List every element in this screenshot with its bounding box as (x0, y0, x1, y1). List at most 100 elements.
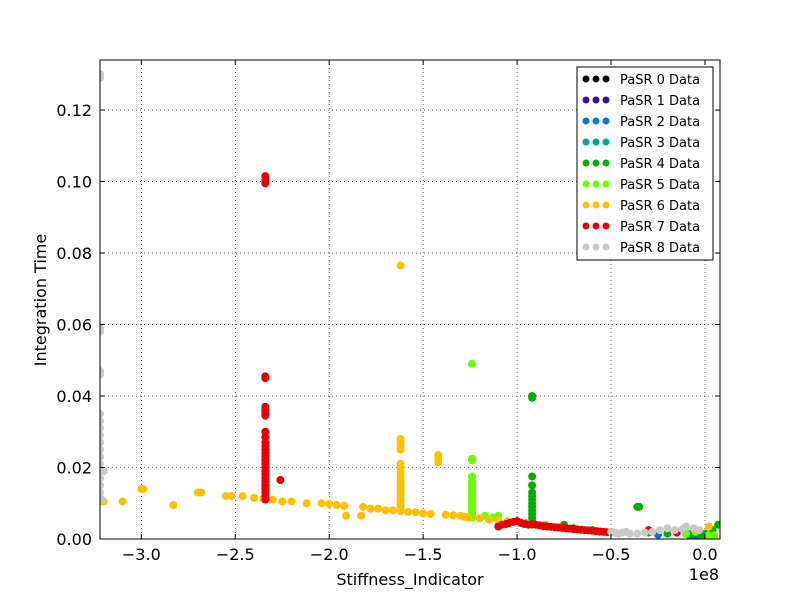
data-point-pasr-8 (100, 488, 104, 497)
data-point-pasr-8 (100, 431, 104, 440)
legend-marker (602, 75, 610, 83)
data-point-pasr-5 (468, 359, 476, 368)
data-point-pasr-8 (655, 526, 664, 535)
data-point-pasr-8 (100, 327, 104, 336)
data-point-pasr-6 (381, 506, 390, 515)
legend-marker (602, 117, 610, 125)
x-tick-label: −1.5 (404, 545, 443, 564)
data-point-pasr-6 (396, 445, 405, 454)
data-points (100, 70, 720, 539)
legend: PaSR 0 Data PaSR 1 Data PaSR 2 Data PaSR 3 … (576, 66, 714, 261)
data-point-pasr-7 (261, 411, 270, 420)
data-point-pasr-6 (396, 507, 405, 516)
data-point-pasr-6 (704, 522, 713, 531)
legend-label: PaSR 8 Data (620, 241, 700, 256)
data-point-pasr-8 (663, 524, 672, 533)
legend-marker (592, 159, 600, 167)
data-point-pasr-6 (484, 515, 493, 524)
data-point-pasr-8 (100, 467, 108, 476)
y-tick-label: 0.08 (56, 244, 92, 263)
legend-box (576, 66, 714, 261)
legend-marker (592, 117, 600, 125)
data-point-pasr-8 (100, 73, 104, 82)
data-point-pasr-6 (139, 484, 148, 493)
legend-marker (582, 222, 590, 230)
data-point-pasr-6 (396, 261, 405, 270)
data-point-pasr-5 (710, 531, 719, 539)
x-tick-label: −1.0 (498, 545, 537, 564)
data-point-pasr-6 (302, 499, 311, 508)
data-point-pasr-6 (268, 495, 277, 504)
data-point-pasr-8 (625, 529, 634, 538)
legend-marker (592, 75, 600, 83)
data-point-pasr-6 (464, 513, 473, 522)
data-point-pasr-7 (261, 179, 270, 188)
x-tick-label: −3.0 (122, 545, 161, 564)
data-point-pasr-8 (648, 527, 657, 536)
data-point-pasr-7 (261, 374, 270, 383)
data-point-pasr-8 (100, 459, 104, 468)
data-point-pasr-6 (404, 507, 413, 516)
y-tick-label: 0.06 (56, 316, 92, 335)
data-point-pasr-8 (695, 526, 704, 535)
data-point-pasr-4 (528, 393, 537, 402)
data-point-pasr-6 (221, 492, 230, 501)
data-point-pasr-8 (682, 522, 691, 531)
axis-ticks: −3.0 −2.5 −2.0 −1.5 −1.0 −0.5 0.0 0.00 0.02 0.04 0… (56, 60, 720, 564)
data-point-pasr-6 (342, 511, 351, 520)
legend-marker (592, 222, 600, 230)
legend-marker (582, 201, 590, 209)
x-tick-label: 0.0 (692, 545, 717, 564)
data-point-pasr-6 (325, 499, 334, 508)
data-point-pasr-8 (100, 495, 106, 504)
data-point-pasr-6 (449, 511, 458, 520)
data-point-pasr-6 (250, 493, 259, 502)
legend-label: PaSR 7 Data (620, 220, 700, 235)
y-tick-label: 0.10 (56, 173, 92, 192)
data-point-pasr-6 (278, 497, 287, 506)
legend-label: PaSR 4 Data (620, 157, 700, 172)
legend-marker (592, 180, 600, 188)
data-point-pasr-7 (261, 495, 270, 504)
legend-marker (582, 180, 590, 188)
legend-marker (592, 201, 600, 209)
x-axis-label: Stiffness_Indicator (336, 570, 484, 590)
data-point-pasr-6 (441, 510, 450, 519)
data-point-pasr-8 (100, 370, 104, 379)
legend-marker (582, 138, 590, 146)
legend-marker (582, 96, 590, 104)
legend-marker (582, 243, 590, 251)
legend-marker (602, 222, 610, 230)
data-point-pasr-4 (714, 520, 720, 529)
legend-label: PaSR 0 Data (620, 73, 700, 88)
x-tick-label: −2.0 (310, 545, 349, 564)
data-point-pasr-6 (359, 502, 368, 511)
data-point-pasr-6 (317, 499, 326, 508)
legend-label: PaSR 1 Data (620, 94, 700, 109)
y-tick-label: 0.12 (56, 101, 92, 120)
legend-marker (602, 243, 610, 251)
legend-label: PaSR 3 Data (620, 136, 700, 151)
legend-marker (582, 117, 590, 125)
legend-marker (602, 96, 610, 104)
data-point-pasr-6 (238, 492, 247, 501)
data-point-pasr-8 (670, 526, 679, 535)
data-point-pasr-8 (640, 528, 649, 537)
data-point-pasr-8 (100, 474, 104, 483)
y-axis-label: Integration Time (31, 234, 50, 366)
legend-label: PaSR 5 Data (620, 178, 700, 193)
data-point-pasr-8 (100, 424, 104, 433)
data-point-pasr-6 (118, 497, 127, 506)
y-tick-label: 0.02 (56, 459, 92, 478)
data-point-pasr-8 (100, 417, 104, 426)
legend-marker (582, 75, 590, 83)
data-point-pasr-4 (635, 502, 644, 511)
x-tick-label: −2.5 (216, 545, 255, 564)
data-point-pasr-5 (468, 456, 476, 465)
data-point-pasr-7 (276, 476, 285, 485)
data-point-pasr-6 (366, 504, 375, 513)
data-point-pasr-6 (340, 501, 349, 510)
data-point-pasr-6 (419, 509, 428, 518)
data-point-pasr-6 (332, 501, 341, 510)
